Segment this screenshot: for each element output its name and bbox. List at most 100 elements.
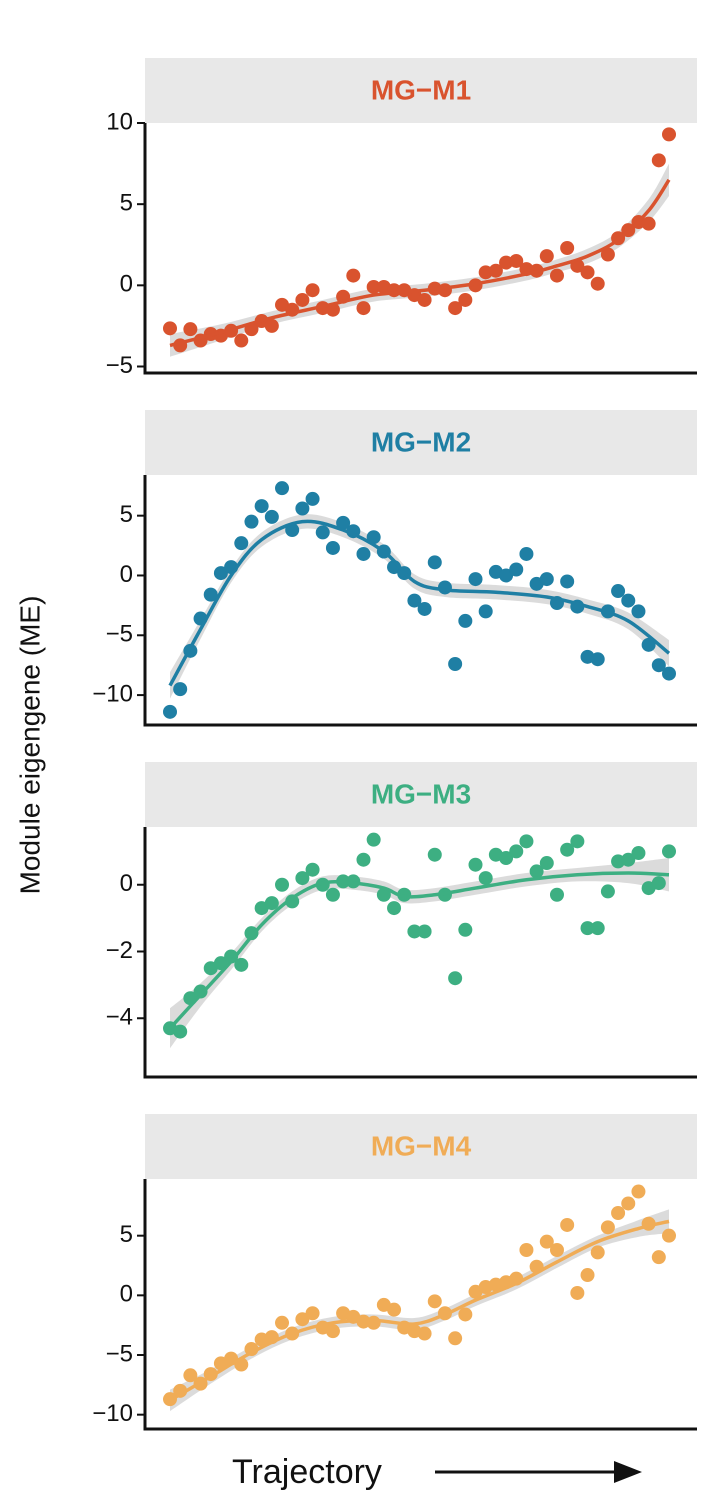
point: [366, 279, 381, 294]
point: [509, 562, 524, 577]
point: [346, 268, 361, 283]
point: [173, 1024, 188, 1039]
point: [600, 884, 615, 899]
point: [458, 1307, 473, 1322]
point: [295, 501, 310, 516]
point: [611, 584, 626, 599]
point: [549, 1243, 564, 1258]
point: [580, 265, 595, 280]
point: [437, 283, 452, 298]
point: [560, 842, 575, 857]
y-tick-label: −10: [92, 1400, 133, 1427]
panel-title: MG−M4: [371, 1130, 472, 1161]
point: [407, 593, 422, 608]
panel-title: MG−M1: [371, 74, 471, 105]
point: [264, 896, 279, 911]
axis-lines: [143, 827, 697, 1079]
point: [621, 1196, 636, 1211]
point: [549, 268, 564, 283]
point: [244, 514, 259, 529]
point: [254, 499, 269, 514]
point: [539, 856, 554, 871]
point: [509, 844, 524, 859]
y-tick-label: 5: [120, 501, 133, 528]
point: [427, 555, 442, 570]
confidence-band: [170, 514, 669, 699]
point: [315, 525, 330, 540]
point: [621, 593, 636, 608]
point: [264, 509, 279, 524]
point: [590, 921, 605, 936]
point: [631, 1184, 646, 1199]
point: [417, 601, 432, 616]
point: [611, 1206, 626, 1221]
point: [570, 834, 585, 849]
y-tick-label: 5: [120, 1221, 133, 1248]
point: [407, 924, 422, 939]
point: [570, 1285, 585, 1300]
point: [448, 971, 463, 986]
point: [600, 1220, 615, 1235]
point: [590, 652, 605, 667]
point: [519, 1243, 534, 1258]
point: [509, 253, 524, 268]
axis-lines: [143, 475, 697, 727]
point: [183, 322, 198, 337]
point: [295, 871, 310, 886]
point: [356, 852, 371, 867]
point: [437, 580, 452, 595]
point: [580, 1268, 595, 1283]
point: [539, 249, 554, 264]
strip: [145, 58, 697, 123]
point: [651, 658, 666, 673]
point: [275, 481, 290, 496]
point: [590, 1245, 605, 1260]
y-tick-label: 10: [106, 108, 133, 135]
y-tick-label: 5: [120, 190, 133, 217]
point: [631, 604, 646, 619]
y-tick-label: 0: [120, 561, 133, 588]
point: [600, 247, 615, 262]
y-axis-label: Module eigengene (ME): [14, 596, 45, 895]
point: [234, 536, 249, 551]
point: [387, 901, 402, 916]
point: [427, 1294, 442, 1309]
point: [539, 1234, 554, 1249]
confidence-band: [170, 858, 669, 1049]
axis-lines: [143, 1179, 697, 1431]
y-tick-label: −5: [106, 352, 133, 379]
point: [519, 834, 534, 849]
point: [173, 682, 188, 697]
panel-title: MG−M2: [371, 426, 471, 457]
point: [356, 301, 371, 316]
point: [336, 515, 351, 530]
point: [641, 216, 656, 231]
point: [366, 832, 381, 847]
point: [275, 1315, 290, 1330]
point: [651, 1250, 666, 1265]
strip: [145, 410, 697, 475]
x-axis-label: Trajectory: [232, 1453, 382, 1491]
point: [560, 241, 575, 255]
point: [376, 887, 391, 902]
panel-title: MG−M3: [371, 778, 471, 809]
point: [203, 587, 218, 602]
point: [478, 604, 493, 619]
point: [163, 321, 177, 336]
fit-line: [168, 871, 670, 1030]
point: [560, 1217, 575, 1232]
point: [590, 276, 605, 291]
point: [580, 921, 595, 936]
point: [499, 851, 514, 866]
point: [662, 127, 676, 142]
strip: [145, 1114, 697, 1179]
point: [417, 924, 432, 939]
y-tick-label: −10: [92, 680, 133, 707]
point: [285, 894, 300, 909]
fit-line: [168, 519, 671, 687]
point: [662, 1228, 676, 1243]
point: [417, 292, 432, 307]
point: [488, 263, 503, 278]
point: [662, 666, 676, 681]
point: [356, 546, 371, 561]
